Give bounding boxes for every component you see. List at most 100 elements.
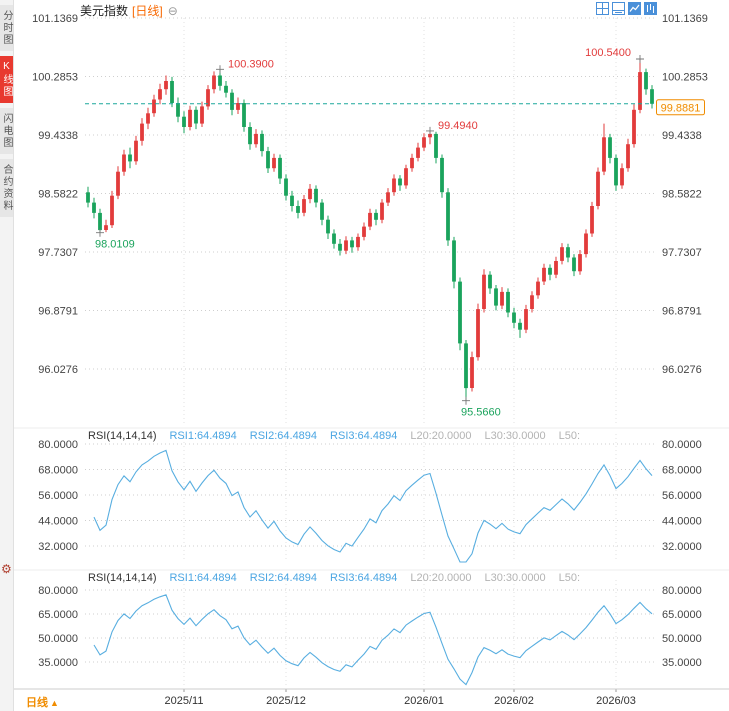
price-axis-label-right: 101.1369 xyxy=(662,13,708,25)
price-axis-label-left: 99.4338 xyxy=(38,130,78,142)
candle-body xyxy=(626,144,630,169)
candle-body xyxy=(236,103,240,110)
rsi1-name: RSI(14,14,14) xyxy=(88,430,157,442)
candle-body xyxy=(374,212,378,220)
annotation-marker-icon xyxy=(216,65,224,74)
candle-body xyxy=(218,75,222,86)
candle-body xyxy=(272,157,276,169)
candle-body xyxy=(194,109,198,124)
candle-body xyxy=(638,72,642,110)
rsi-panel-2: 80.0000 80.0000 65.0000 65.0000 50.0000 50.00… xyxy=(38,585,702,686)
candle-body xyxy=(464,343,468,389)
rsi1-l50: L50: xyxy=(558,430,581,442)
candle-body xyxy=(620,168,624,186)
period-tag: [日线] xyxy=(132,4,163,18)
candle-body xyxy=(332,233,336,244)
rsi2-l30: L30:30.0000 xyxy=(484,572,546,584)
rsi-axis-label-right: 32.0000 xyxy=(662,541,702,553)
candle-body xyxy=(434,133,438,158)
price-axis-label-left: 101.1369 xyxy=(32,13,78,25)
annotation-label: 100.5400 xyxy=(585,47,631,59)
price-axis-label-left: 96.0276 xyxy=(38,364,78,376)
annotation-label: 100.3900 xyxy=(228,58,274,70)
price-axis-label-right: 97.7307 xyxy=(662,247,702,259)
candle-body xyxy=(566,247,570,258)
current-price-value: 99.8881 xyxy=(661,102,701,114)
rsi1-value-2: RSI2:64.4894 xyxy=(249,430,318,442)
candle-body xyxy=(404,168,408,186)
rsi1-value-1: RSI1:64.4894 xyxy=(169,430,237,442)
annotation-label: 98.0109 xyxy=(95,239,135,251)
candle-body xyxy=(212,75,216,90)
time-grid: 2025/11 2025/12 2026/01 2026/02 2026/03 xyxy=(165,18,636,707)
candle-body xyxy=(500,291,504,306)
candle-body xyxy=(542,267,546,282)
candle-body xyxy=(524,309,528,330)
candle-body xyxy=(308,188,312,200)
candle-body xyxy=(488,274,492,289)
annotation-marker-icon xyxy=(636,55,644,63)
rsi1-value-3: RSI3:64.4894 xyxy=(330,430,398,442)
candle-body xyxy=(482,274,486,309)
split-layout-icon[interactable] xyxy=(612,2,625,15)
rsi2-name: RSI(14,14,14) xyxy=(88,572,157,584)
price-axis-label-right: 96.0276 xyxy=(662,364,702,376)
sidebar-tab-contract-info[interactable]: 合约资料 xyxy=(0,159,13,217)
candle-body xyxy=(578,254,582,272)
candle-body xyxy=(302,199,306,213)
rsi-line xyxy=(93,594,653,686)
price-axis-label-left: 97.7307 xyxy=(38,247,78,259)
collapse-icon[interactable]: ⊖ xyxy=(167,4,178,18)
sidebar-tab-timeshare[interactable]: 分时图 xyxy=(0,5,13,51)
rsi2-value-2: RSI2:64.4894 xyxy=(249,572,318,584)
sidebar-tab-kline[interactable]: K线图 xyxy=(0,56,13,103)
candle-body xyxy=(158,89,162,100)
candle-body xyxy=(284,178,288,196)
candle-body xyxy=(224,85,228,93)
candle-body xyxy=(512,312,516,323)
price-axis-label-left: 98.5822 xyxy=(38,188,78,200)
candle-body xyxy=(554,261,558,275)
candle-body xyxy=(362,226,366,237)
candle-body xyxy=(446,192,450,241)
line-chart-panel-icon[interactable] xyxy=(628,2,641,15)
candle-body xyxy=(452,240,456,282)
candle-body xyxy=(86,192,90,203)
rsi-axis-label-left: 50.0000 xyxy=(38,633,78,645)
candle-body xyxy=(176,103,180,117)
candle-body xyxy=(614,157,618,186)
current-price-badge: 99.8881 xyxy=(656,99,705,116)
candle-body xyxy=(392,178,396,193)
candle-chart-panel-icon[interactable] xyxy=(644,2,657,15)
rsi-axis-label-right: 68.0000 xyxy=(662,465,702,477)
rsi-axis-label-right: 35.0000 xyxy=(662,657,702,669)
sidebar-tab-lightning[interactable]: 闪电图 xyxy=(0,108,13,154)
candle-body xyxy=(128,154,132,162)
candle-body xyxy=(368,212,372,227)
price-axis-label-right: 96.8791 xyxy=(662,305,702,317)
candle-body xyxy=(572,257,576,272)
candle-body xyxy=(248,127,252,145)
candle-body xyxy=(518,322,522,330)
x-axis-label: 2026/03 xyxy=(596,695,636,707)
annotation-label: 95.5660 xyxy=(461,407,501,419)
candle-body xyxy=(206,89,210,107)
candle-body xyxy=(422,137,426,148)
grid-layout-icon[interactable] xyxy=(596,2,609,15)
candle-body xyxy=(416,147,420,158)
candle-body xyxy=(170,81,174,103)
layout-toolbar xyxy=(596,2,657,15)
candle-body xyxy=(182,116,186,127)
candle-body xyxy=(110,195,114,226)
candle-body xyxy=(326,219,330,234)
rsi-axis-label-right: 65.0000 xyxy=(662,609,702,621)
candle-body xyxy=(608,137,612,158)
price-axis-label-left: 100.2853 xyxy=(32,72,78,84)
rsi-line xyxy=(93,449,653,563)
x-axis-label: 2026/02 xyxy=(494,695,534,707)
settings-icon[interactable]: ⚙ xyxy=(1,562,12,576)
candle-body xyxy=(530,295,534,309)
period-selector[interactable]: 日线 ▲ xyxy=(26,694,59,710)
